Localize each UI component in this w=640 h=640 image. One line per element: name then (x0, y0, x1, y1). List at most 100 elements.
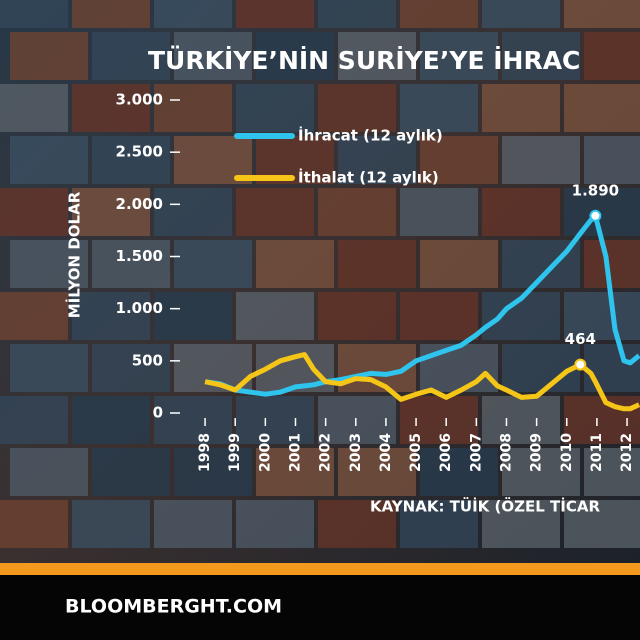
container-block (154, 292, 232, 340)
container-block (502, 136, 580, 184)
container-block (154, 500, 232, 548)
y-tick-label: 1.500 (116, 247, 163, 265)
container-block (482, 188, 560, 236)
x-tick-label: 2008 (498, 433, 514, 472)
container-block (318, 0, 396, 28)
x-tick-label: 1999 (227, 433, 243, 472)
container-block (72, 84, 150, 132)
container-block (482, 84, 560, 132)
container-block (420, 344, 498, 392)
x-tick-label: 2002 (318, 433, 334, 472)
container-block (482, 0, 560, 28)
y-axis-label: MİLYON DOLAR (65, 191, 84, 318)
legend-label: İthalat (12 aylık) (298, 168, 439, 187)
container-block (584, 344, 640, 392)
peak-marker (574, 358, 587, 371)
container-block (318, 500, 396, 548)
x-tick-label: 2003 (348, 433, 364, 472)
container-block (318, 84, 396, 132)
container-block (236, 500, 314, 548)
container-block (482, 500, 560, 548)
container-block (318, 292, 396, 340)
container-block (236, 84, 314, 132)
peak-label: 1.890 (572, 181, 619, 199)
container-block (420, 136, 498, 184)
y-tick-label: 0 (153, 404, 163, 422)
container-block (256, 32, 334, 80)
y-tick-label: 500 (132, 351, 163, 369)
container-block (236, 292, 314, 340)
container-block (10, 240, 88, 288)
container-block (0, 0, 68, 28)
container-block (10, 32, 88, 80)
container-block (420, 448, 498, 496)
container-block (10, 448, 88, 496)
x-tick-label: 2001 (287, 433, 303, 472)
container-block (564, 500, 640, 548)
container-block (400, 0, 478, 28)
container-block (420, 32, 498, 80)
container-block (92, 32, 170, 80)
container-block (318, 188, 396, 236)
container-block (10, 344, 88, 392)
container-block (0, 84, 68, 132)
container-block (400, 396, 478, 444)
container-block (92, 448, 170, 496)
container-block (0, 500, 68, 548)
container-block (564, 188, 640, 236)
x-tick-label: 2004 (378, 433, 394, 472)
x-tick-label: 2011 (589, 433, 605, 472)
container-block (72, 396, 150, 444)
peak-marker (589, 209, 602, 222)
container-block (502, 448, 580, 496)
container-block (338, 136, 416, 184)
container-block (174, 32, 252, 80)
container-block (338, 32, 416, 80)
container-block (256, 240, 334, 288)
container-block (400, 84, 478, 132)
footer-text: BLOOMBERGHT.COM (65, 596, 282, 618)
container-block (174, 448, 252, 496)
container-block (584, 448, 640, 496)
container-block (72, 500, 150, 548)
plot (204, 209, 640, 412)
container-photo (0, 0, 640, 548)
container-block (0, 188, 68, 236)
container-block (564, 0, 640, 28)
x-tick-label: 2009 (529, 433, 545, 472)
x-tick-label: 2012 (619, 433, 635, 472)
container-block (154, 396, 232, 444)
container-block (256, 448, 334, 496)
container-block (154, 0, 232, 28)
x-tick-label: 1998 (197, 433, 213, 472)
container-block (92, 136, 170, 184)
container-block (502, 344, 580, 392)
container-block (482, 396, 560, 444)
peak-label: 464 (565, 330, 596, 348)
legend-label: İhracat (12 aylık) (298, 126, 443, 145)
container-block (318, 396, 396, 444)
container-block (92, 240, 170, 288)
series-line (204, 352, 640, 412)
container-block (338, 240, 416, 288)
x-tick-label: 2006 (438, 433, 454, 472)
container-block (236, 0, 314, 28)
container-block (564, 292, 640, 340)
container-block (400, 292, 478, 340)
container-block (236, 396, 314, 444)
footer-bar (0, 575, 640, 640)
container-block (0, 396, 68, 444)
source-note: KAYNAK: TÜİK (ÖZEL TİCAR (370, 497, 600, 516)
y-tick-label: 1.000 (116, 299, 163, 317)
container-block (10, 136, 88, 184)
container-block (502, 32, 580, 80)
container-block (584, 32, 640, 80)
y-tick-label: 2.500 (116, 143, 163, 161)
container-block (72, 292, 150, 340)
x-tick-label: 2010 (559, 433, 575, 472)
container-block (92, 344, 170, 392)
x-tick-label: 2005 (408, 433, 424, 472)
container-block (338, 448, 416, 496)
photo-shade (0, 0, 640, 565)
